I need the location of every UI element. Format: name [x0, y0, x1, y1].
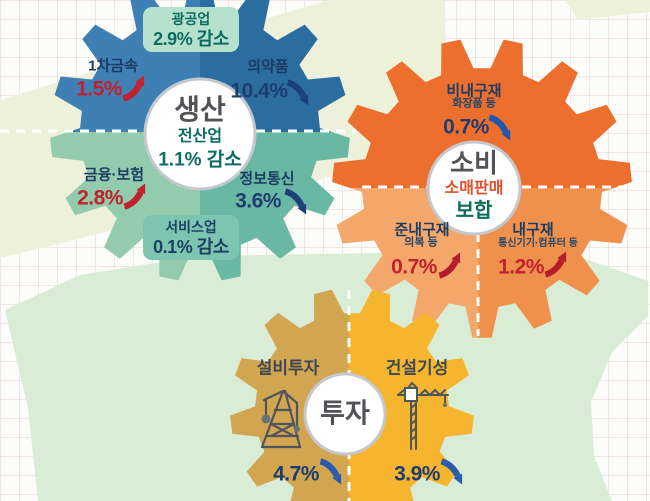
- facility-investment-label: 설비투자: [256, 358, 320, 378]
- semidurables-sublabel: 의복 등: [404, 236, 438, 249]
- consumption-hub-circle: [426, 140, 522, 236]
- mining-label: 광공업: [171, 11, 211, 27]
- durables-trend-arrow: [543, 251, 570, 278]
- durables-value: 1.2%: [498, 255, 544, 279]
- oil-derrick-icon: [260, 389, 302, 449]
- information-communication-value: 3.6%: [235, 189, 281, 213]
- service-industry-badge: 서비스업 0.1% 감소: [143, 215, 239, 261]
- semidurables-trend-arrow: [437, 252, 464, 279]
- primary-metal-trend-arrow: [121, 75, 148, 102]
- pharmaceutical-value: 10.4%: [230, 79, 288, 103]
- semidurables-value: 0.7%: [391, 255, 437, 279]
- facility-investment-value: 4.7%: [273, 462, 319, 486]
- construction-completed-trend-arrow: [439, 458, 466, 486]
- consumption-title: 소비: [450, 148, 498, 178]
- tower-crane-icon: [397, 381, 449, 450]
- finance-insurance-trend-arrow: [122, 183, 149, 210]
- primary-metal-value: 1.5%: [76, 77, 122, 101]
- nondurables-trend-arrow: [487, 114, 514, 142]
- information-communication-label: 정보통신: [239, 170, 295, 188]
- production-value: 1.1% 감소: [158, 149, 242, 171]
- nondurables-value: 0.7%: [443, 115, 489, 139]
- nondurables-sublabel: 화장품 등: [452, 97, 496, 110]
- construction-completed-label: 건설기성: [385, 358, 449, 378]
- construction-completed-value: 3.9%: [394, 462, 440, 486]
- service-value: 0.1% 감소: [153, 236, 229, 257]
- investment-hub-circle: [303, 372, 387, 456]
- durables-label: 내구재: [512, 221, 554, 239]
- information-communication-trend-arrow: [283, 188, 310, 216]
- investment-title: 투자: [320, 398, 370, 429]
- mining-value: 2.9% 감소: [153, 28, 229, 49]
- pharmaceutical-label: 의약품: [247, 58, 289, 76]
- semidurables-label: 준내구재: [394, 221, 450, 239]
- consumption-value: 보합: [455, 200, 493, 222]
- finance-insurance-label: 금융·보험: [83, 166, 145, 184]
- nondurables-label: 비내구재: [446, 82, 502, 100]
- production-title: 생산: [174, 94, 226, 125]
- facility-investment-trend-arrow: [318, 458, 345, 486]
- durables-sublabel: 통신기기·컴퓨터 등: [498, 238, 578, 249]
- primary-metal-label: 1차금속: [88, 57, 138, 75]
- background-olive-sliver: [565, 0, 650, 20]
- production-subtitle: 전산업: [177, 128, 223, 145]
- production-hub-circle: [143, 77, 257, 191]
- service-label: 서비스업: [165, 219, 217, 235]
- mining-industry-badge: 광공업 2.9% 감소: [143, 7, 239, 53]
- pharmaceutical-trend-arrow: [285, 79, 312, 107]
- finance-insurance-value: 2.8%: [77, 186, 123, 210]
- consumption-subtitle: 소매판매: [444, 180, 504, 197]
